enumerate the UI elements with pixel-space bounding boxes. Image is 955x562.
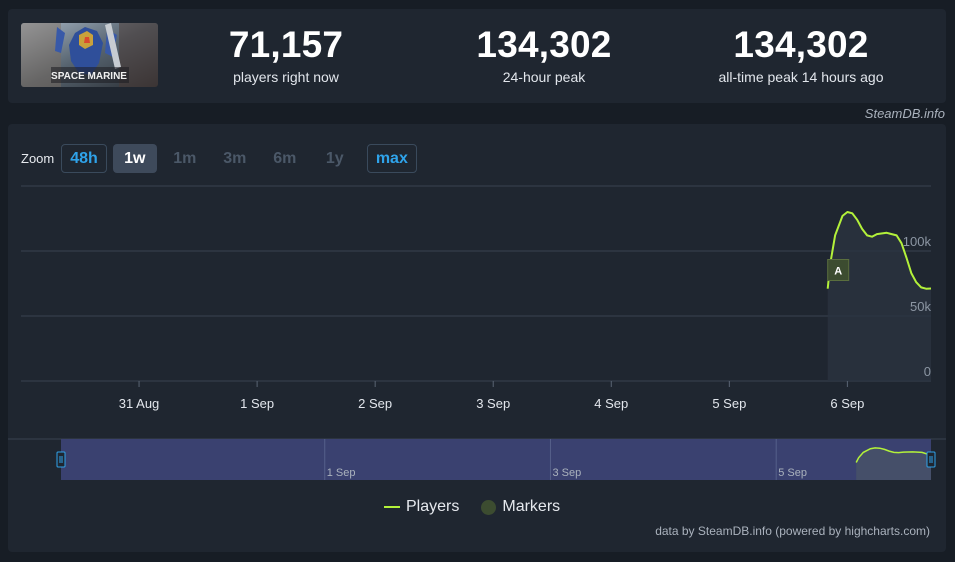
navigator-mask[interactable] <box>61 439 931 480</box>
zoom-1m-button[interactable]: 1m <box>163 144 207 173</box>
x-tick-label: 1 Sep <box>240 396 274 411</box>
zoom-controls: Zoom 48h 1w 1m 3m 6m 1y max <box>21 144 423 173</box>
zoom-6m-button[interactable]: 6m <box>263 144 307 173</box>
stats-panel: SPACE MARINE 71,157 players right now 13… <box>8 9 946 103</box>
current-players-label: players right now <box>233 69 339 85</box>
game-thumbnail[interactable]: SPACE MARINE <box>21 23 158 87</box>
all-time-peak-label: all-time peak 14 hours ago <box>718 69 884 85</box>
x-tick-label: 31 Aug <box>119 396 160 411</box>
zoom-3m-button[interactable]: 3m <box>213 144 257 173</box>
chart-source-credit[interactable]: data by SteamDB.info (powered by highcha… <box>655 524 930 538</box>
steamdb-credit[interactable]: SteamDB.info <box>864 106 945 121</box>
chart-panel: Zoom 48h 1w 1m 3m 6m 1y max A 0 50k 100k 3… <box>8 124 946 552</box>
x-tick-label: 5 Sep <box>712 396 746 411</box>
x-axis: 31 Aug 1 Sep 2 Sep 3 Sep 4 Sep 5 Sep 6 Sep <box>119 381 864 411</box>
navigator-tick-label: 3 Sep <box>552 467 581 479</box>
navigator-area <box>856 447 931 480</box>
legend-item-markers[interactable]: Markers <box>481 498 560 516</box>
marker-flag[interactable] <box>827 259 850 281</box>
y-tick-label: 100k <box>903 234 932 249</box>
players-line[interactable] <box>826 211 932 290</box>
player-count-chart[interactable]: A 0 50k 100k 31 Aug 1 Sep 2 Sep 3 Sep 4 Sep 5 S… <box>8 124 946 484</box>
peak-24h-value: 134,302 <box>476 24 612 65</box>
game-logo-text: SPACE MARINE <box>51 71 127 82</box>
markers-dot-swatch <box>481 499 497 515</box>
all-time-peak-value: 134,302 <box>733 24 869 65</box>
legend-item-players[interactable]: Players <box>384 498 459 516</box>
x-tick-label: 2 Sep <box>358 396 392 411</box>
peak-24h-stat: 134,302 24-hour peak <box>429 24 659 86</box>
marker-label: A <box>834 266 842 278</box>
navigator-right-handle[interactable] <box>926 451 936 468</box>
y-axis: 0 50k 100k <box>903 234 932 379</box>
chart-markers: A <box>827 259 850 281</box>
game-cover-art: SPACE MARINE <box>21 23 158 87</box>
navigator-left-handle[interactable] <box>56 451 66 468</box>
players-line-swatch <box>384 506 400 508</box>
chart-legend: Players Markers <box>384 498 582 516</box>
navigator[interactable]: 1 Sep 3 Sep 5 Sep <box>8 438 946 480</box>
legend-markers-label: Markers <box>502 498 561 515</box>
navigator-tick-label: 1 Sep <box>327 467 356 479</box>
chart-lines <box>826 211 932 290</box>
navigator-tick-label: 5 Sep <box>778 467 807 479</box>
x-tick-label: 3 Sep <box>476 396 510 411</box>
y-tick-label: 50k <box>910 299 931 314</box>
all-time-peak-stat: 134,302 all-time peak 14 hours ago <box>686 24 916 86</box>
zoom-1w-button[interactable]: 1w <box>112 144 157 173</box>
zoom-48h-button[interactable]: 48h <box>61 144 107 173</box>
zoom-label: Zoom <box>21 151 55 166</box>
zoom-max-button[interactable]: max <box>366 144 417 173</box>
x-tick-label: 4 Sep <box>594 396 628 411</box>
zoom-1y-button[interactable]: 1y <box>313 144 357 173</box>
y-tick-label: 0 <box>924 364 931 379</box>
current-players-stat: 71,157 players right now <box>171 24 401 86</box>
current-players-value: 71,157 <box>228 24 344 65</box>
legend-players-label: Players <box>406 498 460 515</box>
chart-grid <box>21 185 931 382</box>
peak-24h-label: 24-hour peak <box>502 69 586 85</box>
x-tick-label: 6 Sep <box>830 396 864 411</box>
